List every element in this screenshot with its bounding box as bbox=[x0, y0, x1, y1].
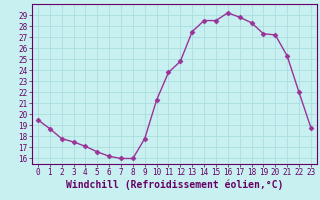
X-axis label: Windchill (Refroidissement éolien,°C): Windchill (Refroidissement éolien,°C) bbox=[66, 180, 283, 190]
